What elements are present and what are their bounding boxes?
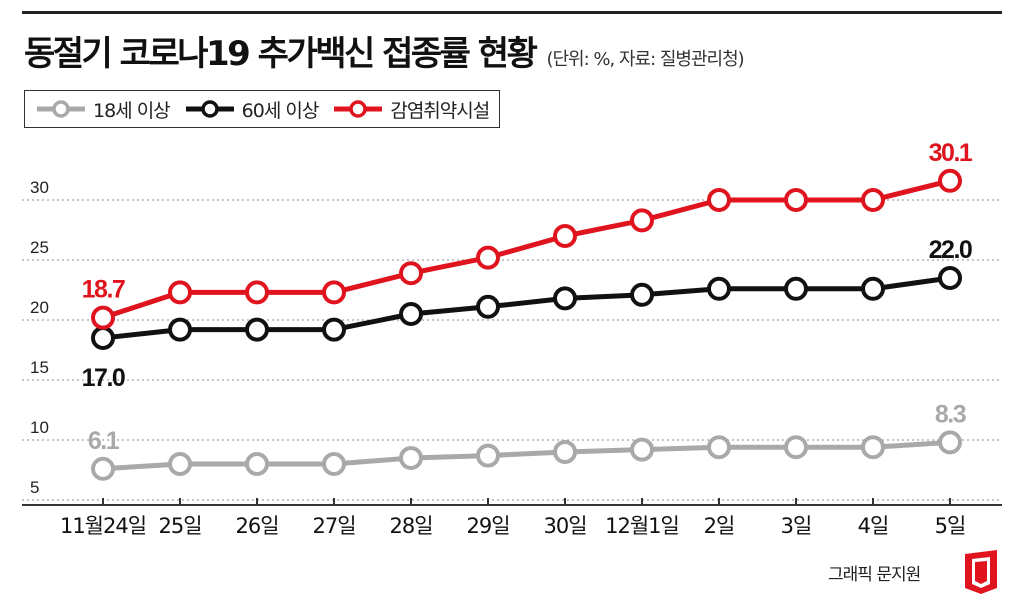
data-point	[91, 456, 115, 481]
data-point	[784, 188, 808, 212]
news-logo-icon	[965, 550, 997, 594]
data-point	[168, 452, 192, 476]
legend-item-vulnerable: 감염취약시설	[332, 96, 490, 123]
chart-title: 동절기 코로나19 추가백신 접종률 현황	[24, 34, 538, 74]
data-point	[399, 261, 423, 286]
data-label: 6.1	[88, 427, 120, 455]
x-tick-label: 26일	[235, 514, 278, 538]
x-tick-label: 3일	[781, 514, 812, 538]
data-point	[938, 430, 962, 455]
x-tick-label: 30일	[543, 514, 586, 538]
y-tick-label: 5	[30, 478, 39, 497]
data-point	[630, 208, 654, 233]
x-tick-label: 25일	[158, 514, 201, 538]
legend: 18세 이상 60세 이상 감염취약시설	[24, 90, 501, 128]
data-point	[784, 435, 808, 460]
data-point	[630, 437, 654, 462]
series-line-2	[102, 178, 951, 320]
legend-label-60: 60세 이상	[241, 99, 320, 122]
x-tick-label: 12월1일	[605, 514, 679, 538]
data-point	[630, 282, 654, 307]
data-point	[553, 286, 577, 311]
data-point	[245, 317, 269, 342]
data-point	[861, 188, 885, 212]
x-tick-label: 11월24일	[60, 514, 146, 538]
legend-item-18: 18세 이상	[35, 96, 171, 123]
data-point	[399, 302, 423, 326]
data-point	[91, 305, 115, 330]
x-tick-label: 4일	[858, 514, 889, 538]
data-point	[399, 446, 423, 470]
data-point	[245, 452, 269, 476]
data-point	[168, 280, 192, 305]
data-point	[553, 224, 577, 248]
data-point	[861, 276, 885, 301]
legend-label-vulnerable: 감염취약시설	[390, 99, 490, 122]
legend-marker-18-icon	[37, 100, 85, 118]
data-label: 18.7	[82, 276, 125, 304]
x-tick-label: 28일	[389, 514, 432, 538]
y-tick-label: 15	[30, 358, 49, 377]
data-point	[322, 317, 346, 342]
data-point	[707, 188, 731, 212]
y-tick-label: 20	[30, 298, 49, 317]
title-row: 동절기 코로나19 추가백신 접종률 현황 (단위: %, 자료: 질병관리청)	[24, 26, 745, 75]
series-line-0	[102, 439, 951, 472]
data-point	[707, 276, 731, 301]
data-point	[476, 245, 500, 270]
data-point	[938, 266, 962, 290]
data-point	[476, 443, 500, 468]
data-point	[322, 280, 346, 305]
y-tick-label: 30	[30, 178, 49, 197]
x-tick-label: 2일	[704, 514, 735, 538]
data-point	[784, 276, 808, 301]
top-rule	[22, 11, 1002, 14]
legend-marker-vulnerable-icon	[334, 100, 383, 118]
y-tick-label: 10	[30, 418, 49, 437]
legend-item-60: 60세 이상	[184, 96, 319, 123]
data-point	[861, 435, 885, 460]
data-point	[168, 317, 192, 342]
series-line-1	[102, 275, 951, 341]
data-label: 8.3	[935, 400, 966, 428]
data-label: 30.1	[929, 139, 973, 167]
data-label: 22.0	[929, 236, 972, 264]
legend-label-18: 18세 이상	[93, 99, 171, 122]
x-tick-label: 29일	[466, 514, 509, 538]
x-tick-label: 27일	[312, 514, 355, 538]
data-point	[245, 280, 269, 305]
data-label: 17.0	[82, 364, 125, 392]
data-point	[707, 435, 731, 460]
x-tick-label: 5일	[935, 514, 966, 538]
data-point	[938, 168, 962, 193]
data-point	[322, 452, 346, 476]
legend-marker-60-icon	[185, 100, 234, 118]
credit: 그래픽 문지원	[828, 565, 921, 585]
data-point	[476, 294, 500, 319]
data-point	[553, 440, 577, 464]
y-tick-label: 25	[30, 238, 49, 257]
data-point	[91, 326, 115, 350]
chart-subtitle: (단위: %, 자료: 질병관리청)	[546, 49, 744, 70]
